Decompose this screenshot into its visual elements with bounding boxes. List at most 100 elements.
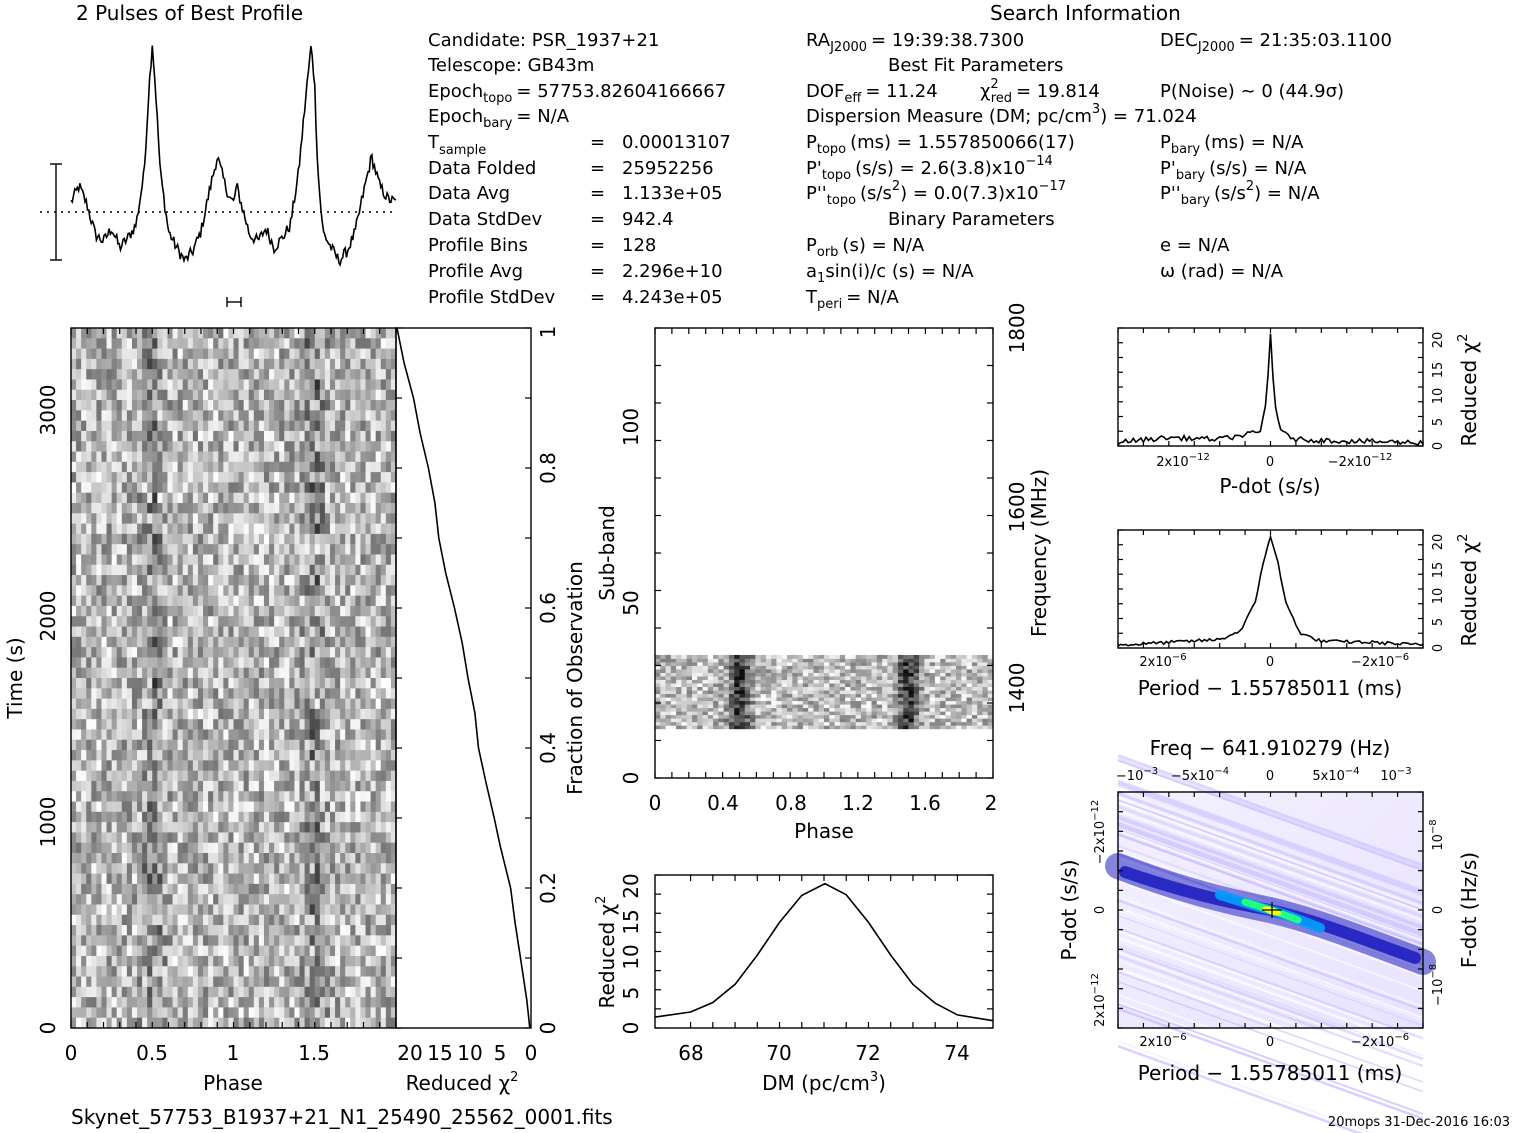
time-phase-cell <box>233 925 239 936</box>
time-phase-cell <box>329 585 336 597</box>
time-phase-cell <box>258 503 265 514</box>
time-phase-cell <box>385 328 392 339</box>
time-phase-cell <box>355 358 361 370</box>
time-phase-cell <box>203 400 209 411</box>
time-phase-cell <box>340 410 346 422</box>
time-phase-cell <box>147 667 153 679</box>
time-phase-cell <box>233 389 239 401</box>
time-phase-cell <box>284 358 290 370</box>
time-phase-cell <box>96 822 102 833</box>
time-phase-cell <box>96 667 102 679</box>
time-phase-cell <box>86 441 92 452</box>
time-phase-cell <box>309 780 316 792</box>
time-phase-cell <box>131 389 138 401</box>
time-phase-cell <box>208 791 214 802</box>
time-phase-cell <box>233 636 239 648</box>
time-phase-cell <box>299 1017 305 1029</box>
time-phase-cell <box>197 729 204 741</box>
cum-xtick-3: 5 <box>494 1041 507 1065</box>
time-phase-cell <box>126 379 133 391</box>
time-phase-cell <box>172 997 179 1008</box>
time-phase-cell <box>335 1007 341 1019</box>
time-phase-cell <box>203 554 209 566</box>
time-phase-cell <box>208 348 214 360</box>
time-phase-cell <box>355 554 361 566</box>
time-phase-cell <box>213 986 219 998</box>
time-phase-cell <box>182 842 189 854</box>
time-phase-cell <box>172 904 179 916</box>
time-phase-cell <box>314 708 321 720</box>
time-phase-cell <box>111 997 118 1008</box>
time-phase-cell <box>340 503 346 514</box>
time-phase-cell <box>335 698 341 710</box>
time-phase-cell <box>375 472 382 483</box>
subband-cell <box>707 721 714 726</box>
time-phase-cell <box>213 503 219 514</box>
subband-cell <box>818 725 825 730</box>
time-phase-cell <box>269 595 275 607</box>
time-phase-cell <box>263 513 270 524</box>
time-phase-cell <box>319 410 326 422</box>
time-phase-cell <box>370 636 377 648</box>
time-phase-cell <box>365 708 372 720</box>
time-phase-cell <box>177 616 184 627</box>
time-phase-cell <box>228 657 234 669</box>
subband-cell <box>655 725 661 730</box>
time-phase-cell <box>137 616 143 627</box>
time-phase-cell <box>279 945 285 957</box>
candidate-info: Candidate: PSR_1937+21 Telescope: GB43m … <box>427 30 731 308</box>
time-phase-cell <box>314 657 321 669</box>
time-phase-cell <box>390 925 397 936</box>
subband-cell <box>887 711 894 716</box>
time-phase-cell <box>314 605 321 617</box>
time-phase-cell <box>340 667 346 679</box>
time-phase-cell <box>350 997 356 1008</box>
time-phase-cell <box>258 770 265 782</box>
time-phase-cell <box>116 513 123 524</box>
time-phase-cell <box>289 338 295 349</box>
time-phase-cell <box>223 647 229 658</box>
time-phase-cell <box>157 678 163 689</box>
time-phase-cell <box>131 729 138 741</box>
time-phase-cell <box>319 389 326 401</box>
time-phase-cell <box>289 811 295 823</box>
time-phase-cell <box>162 955 168 967</box>
time-phase-cell <box>177 389 184 401</box>
time-phase-cell <box>116 780 123 792</box>
time-phase-cell <box>309 369 316 380</box>
time-phase-cell <box>182 667 189 679</box>
subband-cell <box>892 704 899 709</box>
time-phase-cell <box>106 914 113 926</box>
time-phase-cell <box>208 544 214 555</box>
time-phase-cell <box>375 904 382 916</box>
time-phase-cell <box>329 472 336 483</box>
time-phase-cell <box>218 595 224 607</box>
time-phase-cell <box>167 966 173 977</box>
time-phase-cell <box>269 626 275 638</box>
time-phase-cell <box>76 842 82 854</box>
time-phase-cell <box>213 853 219 864</box>
time-phase-cell <box>355 935 361 947</box>
time-phase-cell <box>263 698 270 710</box>
time-phase-cell <box>243 492 250 504</box>
time-phase-cell <box>208 585 214 597</box>
time-phase-cell <box>360 688 366 699</box>
time-phase-cell <box>233 976 239 988</box>
time-phase-cell <box>197 482 204 494</box>
time-phase-cell <box>192 873 199 885</box>
time-phase-cell <box>126 914 133 926</box>
time-phase-cell <box>81 842 87 854</box>
subband-cell <box>892 711 899 716</box>
time-phase-cell <box>274 461 280 473</box>
subband-cell <box>728 714 735 719</box>
time-phase-cell <box>289 791 295 802</box>
time-phase-cell <box>274 379 280 391</box>
time-phase-cell <box>71 492 77 504</box>
time-phase-cell <box>71 513 77 524</box>
time-phase-cell <box>162 513 168 524</box>
time-phase-cell <box>370 533 377 545</box>
time-phase-cell <box>121 369 128 380</box>
time-phase-cell <box>116 863 123 874</box>
subband-cell <box>966 711 973 716</box>
time-phase-cell <box>329 564 336 576</box>
